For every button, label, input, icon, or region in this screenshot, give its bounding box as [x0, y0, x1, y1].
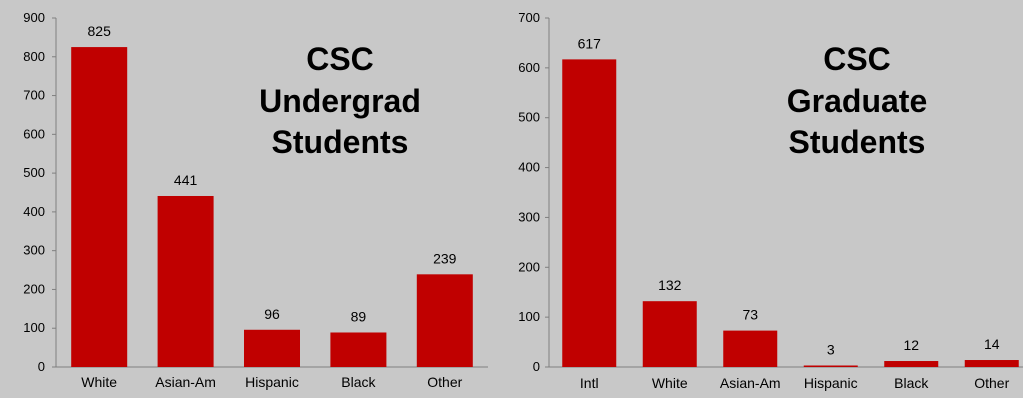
- x-category-label: Hispanic: [245, 374, 299, 390]
- data-label: 12: [903, 337, 919, 353]
- chart-title-line: Students: [272, 124, 409, 160]
- y-tick-label: 500: [23, 165, 45, 180]
- y-tick-label: 700: [518, 10, 540, 25]
- y-tick-label: 200: [518, 259, 540, 274]
- bar-white: [71, 47, 127, 367]
- data-label: 14: [984, 336, 1000, 352]
- data-label: 89: [351, 308, 367, 324]
- bar-hispanic: [244, 330, 300, 367]
- y-tick-label: 800: [23, 49, 45, 64]
- data-label: 3: [827, 342, 835, 358]
- chart-title-line: CSC: [306, 41, 374, 77]
- y-tick-label: 100: [518, 309, 540, 324]
- bar-asian-am: [158, 196, 214, 367]
- x-category-label: Black: [894, 375, 929, 391]
- x-category-label: Black: [341, 374, 376, 390]
- data-label: 441: [174, 172, 198, 188]
- x-category-label: Asian-Am: [720, 375, 781, 391]
- y-tick-label: 400: [23, 204, 45, 219]
- y-tick-label: 300: [518, 209, 540, 224]
- y-tick-label: 600: [518, 60, 540, 75]
- x-category-label: Asian-Am: [155, 374, 216, 390]
- data-label: 239: [433, 250, 457, 266]
- y-tick-label: 900: [23, 10, 45, 25]
- bar-other: [417, 274, 473, 367]
- x-category-label: Intl: [580, 375, 599, 391]
- y-tick-label: 600: [23, 126, 45, 141]
- y-tick-label: 300: [23, 243, 45, 258]
- bar-hispanic: [804, 366, 858, 367]
- bar-intl: [562, 59, 616, 367]
- y-tick-label: 0: [533, 359, 540, 374]
- y-tick-label: 200: [23, 281, 45, 296]
- undergrad-chart: 0 100 200 300 400 500 600 700 800 900 825 White 441 A…: [23, 10, 488, 390]
- bar-black: [330, 332, 386, 367]
- x-category-label: White: [652, 375, 688, 391]
- y-tick-label: 100: [23, 320, 45, 335]
- data-label: 132: [658, 277, 682, 293]
- x-category-label: Other: [427, 374, 462, 390]
- y-tick-label: 400: [518, 160, 540, 175]
- graduate-chart: 0 100 200 300 400 500 600 700 617 Intl 132 White 73 A…: [518, 10, 1023, 391]
- chart-title-line: CSC: [823, 41, 891, 77]
- y-tick-label: 0: [38, 359, 45, 374]
- bar-black: [884, 361, 938, 367]
- bar-asian-am: [723, 331, 777, 367]
- data-label: 73: [742, 307, 758, 323]
- x-category-label: Other: [974, 375, 1009, 391]
- chart-title-line: Graduate: [787, 83, 927, 119]
- x-category-label: Hispanic: [804, 375, 858, 391]
- data-label: 825: [88, 23, 112, 39]
- x-category-label: White: [81, 374, 117, 390]
- chart-title-line: Students: [789, 124, 926, 160]
- y-tick-label: 500: [518, 110, 540, 125]
- bar-white: [643, 301, 697, 367]
- y-tick-label: 700: [23, 88, 45, 103]
- data-label: 96: [264, 306, 280, 322]
- chart-title-line: Undergrad: [259, 83, 421, 119]
- bar-other: [965, 360, 1019, 367]
- data-label: 617: [578, 35, 602, 51]
